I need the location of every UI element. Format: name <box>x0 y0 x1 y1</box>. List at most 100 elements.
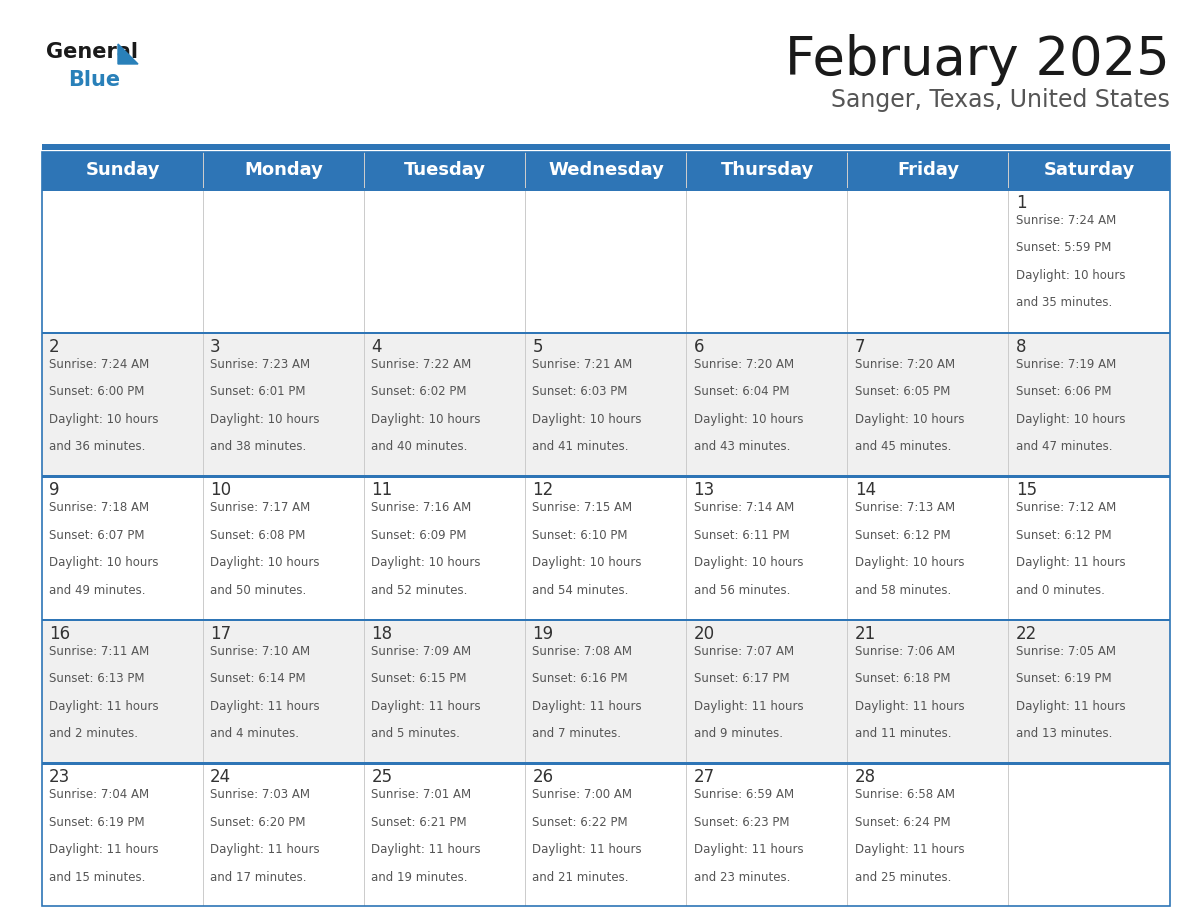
Text: 25: 25 <box>372 768 392 787</box>
Text: Sunset: 6:14 PM: Sunset: 6:14 PM <box>210 672 305 685</box>
Text: and 54 minutes.: and 54 minutes. <box>532 584 628 597</box>
Text: and 41 minutes.: and 41 minutes. <box>532 440 628 453</box>
Text: and 11 minutes.: and 11 minutes. <box>854 727 952 740</box>
Text: Daylight: 10 hours: Daylight: 10 hours <box>694 556 803 569</box>
Text: Sunset: 6:10 PM: Sunset: 6:10 PM <box>532 529 628 542</box>
Text: Sunset: 6:11 PM: Sunset: 6:11 PM <box>694 529 789 542</box>
Bar <box>365 188 525 331</box>
Text: Daylight: 10 hours: Daylight: 10 hours <box>854 556 965 569</box>
Text: and 7 minutes.: and 7 minutes. <box>532 727 621 740</box>
Text: Sunrise: 7:08 AM: Sunrise: 7:08 AM <box>532 644 632 658</box>
Bar <box>1009 331 1170 476</box>
Text: Sunrise: 7:16 AM: Sunrise: 7:16 AM <box>372 501 472 514</box>
Bar <box>525 188 687 331</box>
Text: Daylight: 11 hours: Daylight: 11 hours <box>1016 700 1125 712</box>
Text: Sunrise: 7:20 AM: Sunrise: 7:20 AM <box>694 358 794 371</box>
Text: Sunset: 6:00 PM: Sunset: 6:00 PM <box>49 385 145 398</box>
Polygon shape <box>118 44 138 64</box>
Bar <box>365 331 525 334</box>
Bar <box>848 188 1009 331</box>
Text: and 21 minutes.: and 21 minutes. <box>532 871 628 884</box>
Text: Sunset: 6:22 PM: Sunset: 6:22 PM <box>532 816 628 829</box>
Text: Sunrise: 6:59 AM: Sunrise: 6:59 AM <box>694 789 794 801</box>
Bar <box>525 619 687 763</box>
Text: Sunset: 6:05 PM: Sunset: 6:05 PM <box>854 385 950 398</box>
Text: Sunrise: 7:07 AM: Sunrise: 7:07 AM <box>694 644 794 658</box>
Text: 12: 12 <box>532 481 554 499</box>
Bar <box>687 763 848 765</box>
Text: 20: 20 <box>694 625 715 643</box>
Bar <box>42 331 203 476</box>
Bar <box>848 188 1009 191</box>
Text: Daylight: 10 hours: Daylight: 10 hours <box>532 556 642 569</box>
Text: Sunset: 6:13 PM: Sunset: 6:13 PM <box>49 672 145 685</box>
Text: Sunset: 6:20 PM: Sunset: 6:20 PM <box>210 816 305 829</box>
Bar <box>203 619 365 763</box>
Text: Sunset: 6:16 PM: Sunset: 6:16 PM <box>532 672 628 685</box>
Bar <box>687 331 848 334</box>
Text: Daylight: 11 hours: Daylight: 11 hours <box>372 844 481 856</box>
Text: Sunrise: 7:23 AM: Sunrise: 7:23 AM <box>210 358 310 371</box>
Text: 11: 11 <box>372 481 392 499</box>
Text: and 23 minutes.: and 23 minutes. <box>694 871 790 884</box>
Text: 16: 16 <box>49 625 70 643</box>
Text: Daylight: 10 hours: Daylight: 10 hours <box>1016 269 1125 282</box>
Text: Sunset: 6:12 PM: Sunset: 6:12 PM <box>854 529 950 542</box>
Bar <box>525 476 687 619</box>
Text: Friday: Friday <box>897 161 960 179</box>
Text: Sunrise: 7:06 AM: Sunrise: 7:06 AM <box>854 644 955 658</box>
Bar <box>1009 188 1170 331</box>
Bar <box>365 476 525 477</box>
Text: 6: 6 <box>694 338 704 355</box>
Text: Sunset: 6:12 PM: Sunset: 6:12 PM <box>1016 529 1112 542</box>
Text: and 52 minutes.: and 52 minutes. <box>372 584 468 597</box>
Text: and 9 minutes.: and 9 minutes. <box>694 727 783 740</box>
Bar <box>687 619 848 621</box>
Bar <box>525 763 687 765</box>
Bar <box>365 619 525 621</box>
Text: Daylight: 10 hours: Daylight: 10 hours <box>694 412 803 426</box>
Bar <box>1009 476 1170 619</box>
Text: Sunrise: 7:04 AM: Sunrise: 7:04 AM <box>49 789 150 801</box>
Text: Saturday: Saturday <box>1044 161 1135 179</box>
Text: Daylight: 10 hours: Daylight: 10 hours <box>532 412 642 426</box>
Bar <box>848 331 1009 334</box>
Text: 8: 8 <box>1016 338 1026 355</box>
Text: and 2 minutes.: and 2 minutes. <box>49 727 138 740</box>
Text: Sanger, Texas, United States: Sanger, Texas, United States <box>832 88 1170 112</box>
Text: Daylight: 10 hours: Daylight: 10 hours <box>49 412 158 426</box>
Bar <box>203 619 365 621</box>
Text: Tuesday: Tuesday <box>404 161 486 179</box>
Bar <box>42 476 203 619</box>
Text: Sunset: 6:04 PM: Sunset: 6:04 PM <box>694 385 789 398</box>
Text: Sunset: 6:02 PM: Sunset: 6:02 PM <box>372 385 467 398</box>
Text: 17: 17 <box>210 625 232 643</box>
Text: and 38 minutes.: and 38 minutes. <box>210 440 307 453</box>
Text: Daylight: 10 hours: Daylight: 10 hours <box>854 412 965 426</box>
Text: Sunrise: 7:12 AM: Sunrise: 7:12 AM <box>1016 501 1116 514</box>
Text: Daylight: 11 hours: Daylight: 11 hours <box>694 700 803 712</box>
Bar <box>42 152 1170 906</box>
Text: Daylight: 11 hours: Daylight: 11 hours <box>694 844 803 856</box>
Text: Daylight: 11 hours: Daylight: 11 hours <box>1016 556 1125 569</box>
Bar <box>42 619 203 763</box>
Text: Sunrise: 7:03 AM: Sunrise: 7:03 AM <box>210 789 310 801</box>
Text: 27: 27 <box>694 768 715 787</box>
Bar <box>687 188 848 191</box>
Text: Sunrise: 7:24 AM: Sunrise: 7:24 AM <box>49 358 150 371</box>
Text: Sunrise: 7:09 AM: Sunrise: 7:09 AM <box>372 644 472 658</box>
Bar <box>525 476 687 477</box>
Bar <box>1009 763 1170 906</box>
Bar <box>203 331 365 334</box>
Text: Sunrise: 7:22 AM: Sunrise: 7:22 AM <box>372 358 472 371</box>
Text: 7: 7 <box>854 338 865 355</box>
Text: Sunset: 6:06 PM: Sunset: 6:06 PM <box>1016 385 1111 398</box>
Text: 5: 5 <box>532 338 543 355</box>
Text: Sunset: 6:24 PM: Sunset: 6:24 PM <box>854 816 950 829</box>
Text: February 2025: February 2025 <box>785 34 1170 86</box>
Text: Daylight: 10 hours: Daylight: 10 hours <box>210 412 320 426</box>
Text: 3: 3 <box>210 338 221 355</box>
Text: 19: 19 <box>532 625 554 643</box>
Text: Sunrise: 7:00 AM: Sunrise: 7:00 AM <box>532 789 632 801</box>
Text: Blue: Blue <box>68 70 120 90</box>
